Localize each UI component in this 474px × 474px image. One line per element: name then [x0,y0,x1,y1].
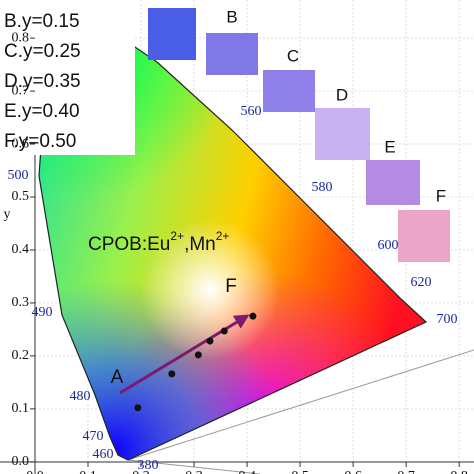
plot-layer: 0.0 0.1 0.2 0.3 0.4 0.5 0.6 0.7 0.8 0.0 0.1 0.2 0.3 0… [4,7,468,474]
x-tick-label: 0.0 [26,469,44,474]
photo-label: F [436,186,446,205]
x-tick-label: 0.5 [291,469,309,474]
photo-label: E [384,137,395,156]
sample-photo [315,108,370,160]
wavelength-label: 480 [70,389,91,404]
legend-line: D.y=0.35 [4,71,81,92]
wavelength-label: 620 [411,275,432,290]
x-tick-label: 0.3 [185,469,203,474]
sample-photo [398,210,450,262]
sample-photo [366,160,420,205]
formula-part: 2+ [216,229,230,243]
data-point [194,351,202,359]
sample-photo [206,33,258,75]
formula: CPOB:Eu2+,Mn2+ [88,229,229,255]
data-point [220,327,228,335]
x-tick-label: 0.7 [397,469,415,474]
y-tick-label: 0.1 [12,401,30,416]
legend-box [0,0,135,155]
y-tick-label: 0.2 [12,348,30,363]
wavelength-label: 560 [241,104,262,119]
y-axis-label: y [4,207,11,222]
x-tick-label: 0.2 [132,469,150,474]
photo-label: D [336,85,348,104]
y-tick-label: 0.8 [12,30,30,45]
y-tick-label: 0.7 [12,83,30,98]
data-point [249,312,257,320]
sample-photo [148,8,196,60]
wavelength-label: 490 [32,305,53,320]
legend-line: F.y=0.50 [4,131,76,152]
legend-line: E.y=0.40 [4,101,80,122]
sample-photo [263,70,315,112]
photo-label: C [287,46,299,65]
data-point [134,404,142,412]
y-tick-label: 0.6 [12,136,30,151]
wavelength-label: 600 [378,238,399,253]
wavelength-label: 460 [93,447,114,462]
formula-part: CPOB:Eu [88,234,170,255]
wavelength-label: 470 [83,429,104,444]
y-tick-label: 0.3 [12,295,30,310]
photo-label: B [226,7,237,26]
formula-part: ,Mn [184,234,216,255]
wavelength-label: 700 [437,312,458,327]
y-tick-label: 0.0 [12,454,30,469]
legend-line: B.y=0.15 [4,11,80,32]
x-tick-label: 0.8 [450,469,468,474]
x-tick-label: 0.4 [238,469,256,474]
x-tick-label: 0.6 [344,469,362,474]
wavelength-label: 580 [312,180,333,195]
wavelength-label: 380 [138,458,159,473]
x-tick-label: 0.1 [79,469,97,474]
data-point [206,337,214,345]
guide-line [127,349,474,461]
wavelength-label: 500 [8,168,29,183]
formula-part: 2+ [170,229,184,243]
y-tick-label: 0.4 [12,242,30,257]
legend-line: C.y=0.25 [4,41,81,62]
point-label: F [225,276,237,297]
point-label: A [111,367,124,388]
y-tick-label: 0.5 [12,189,30,204]
data-point [168,370,176,378]
